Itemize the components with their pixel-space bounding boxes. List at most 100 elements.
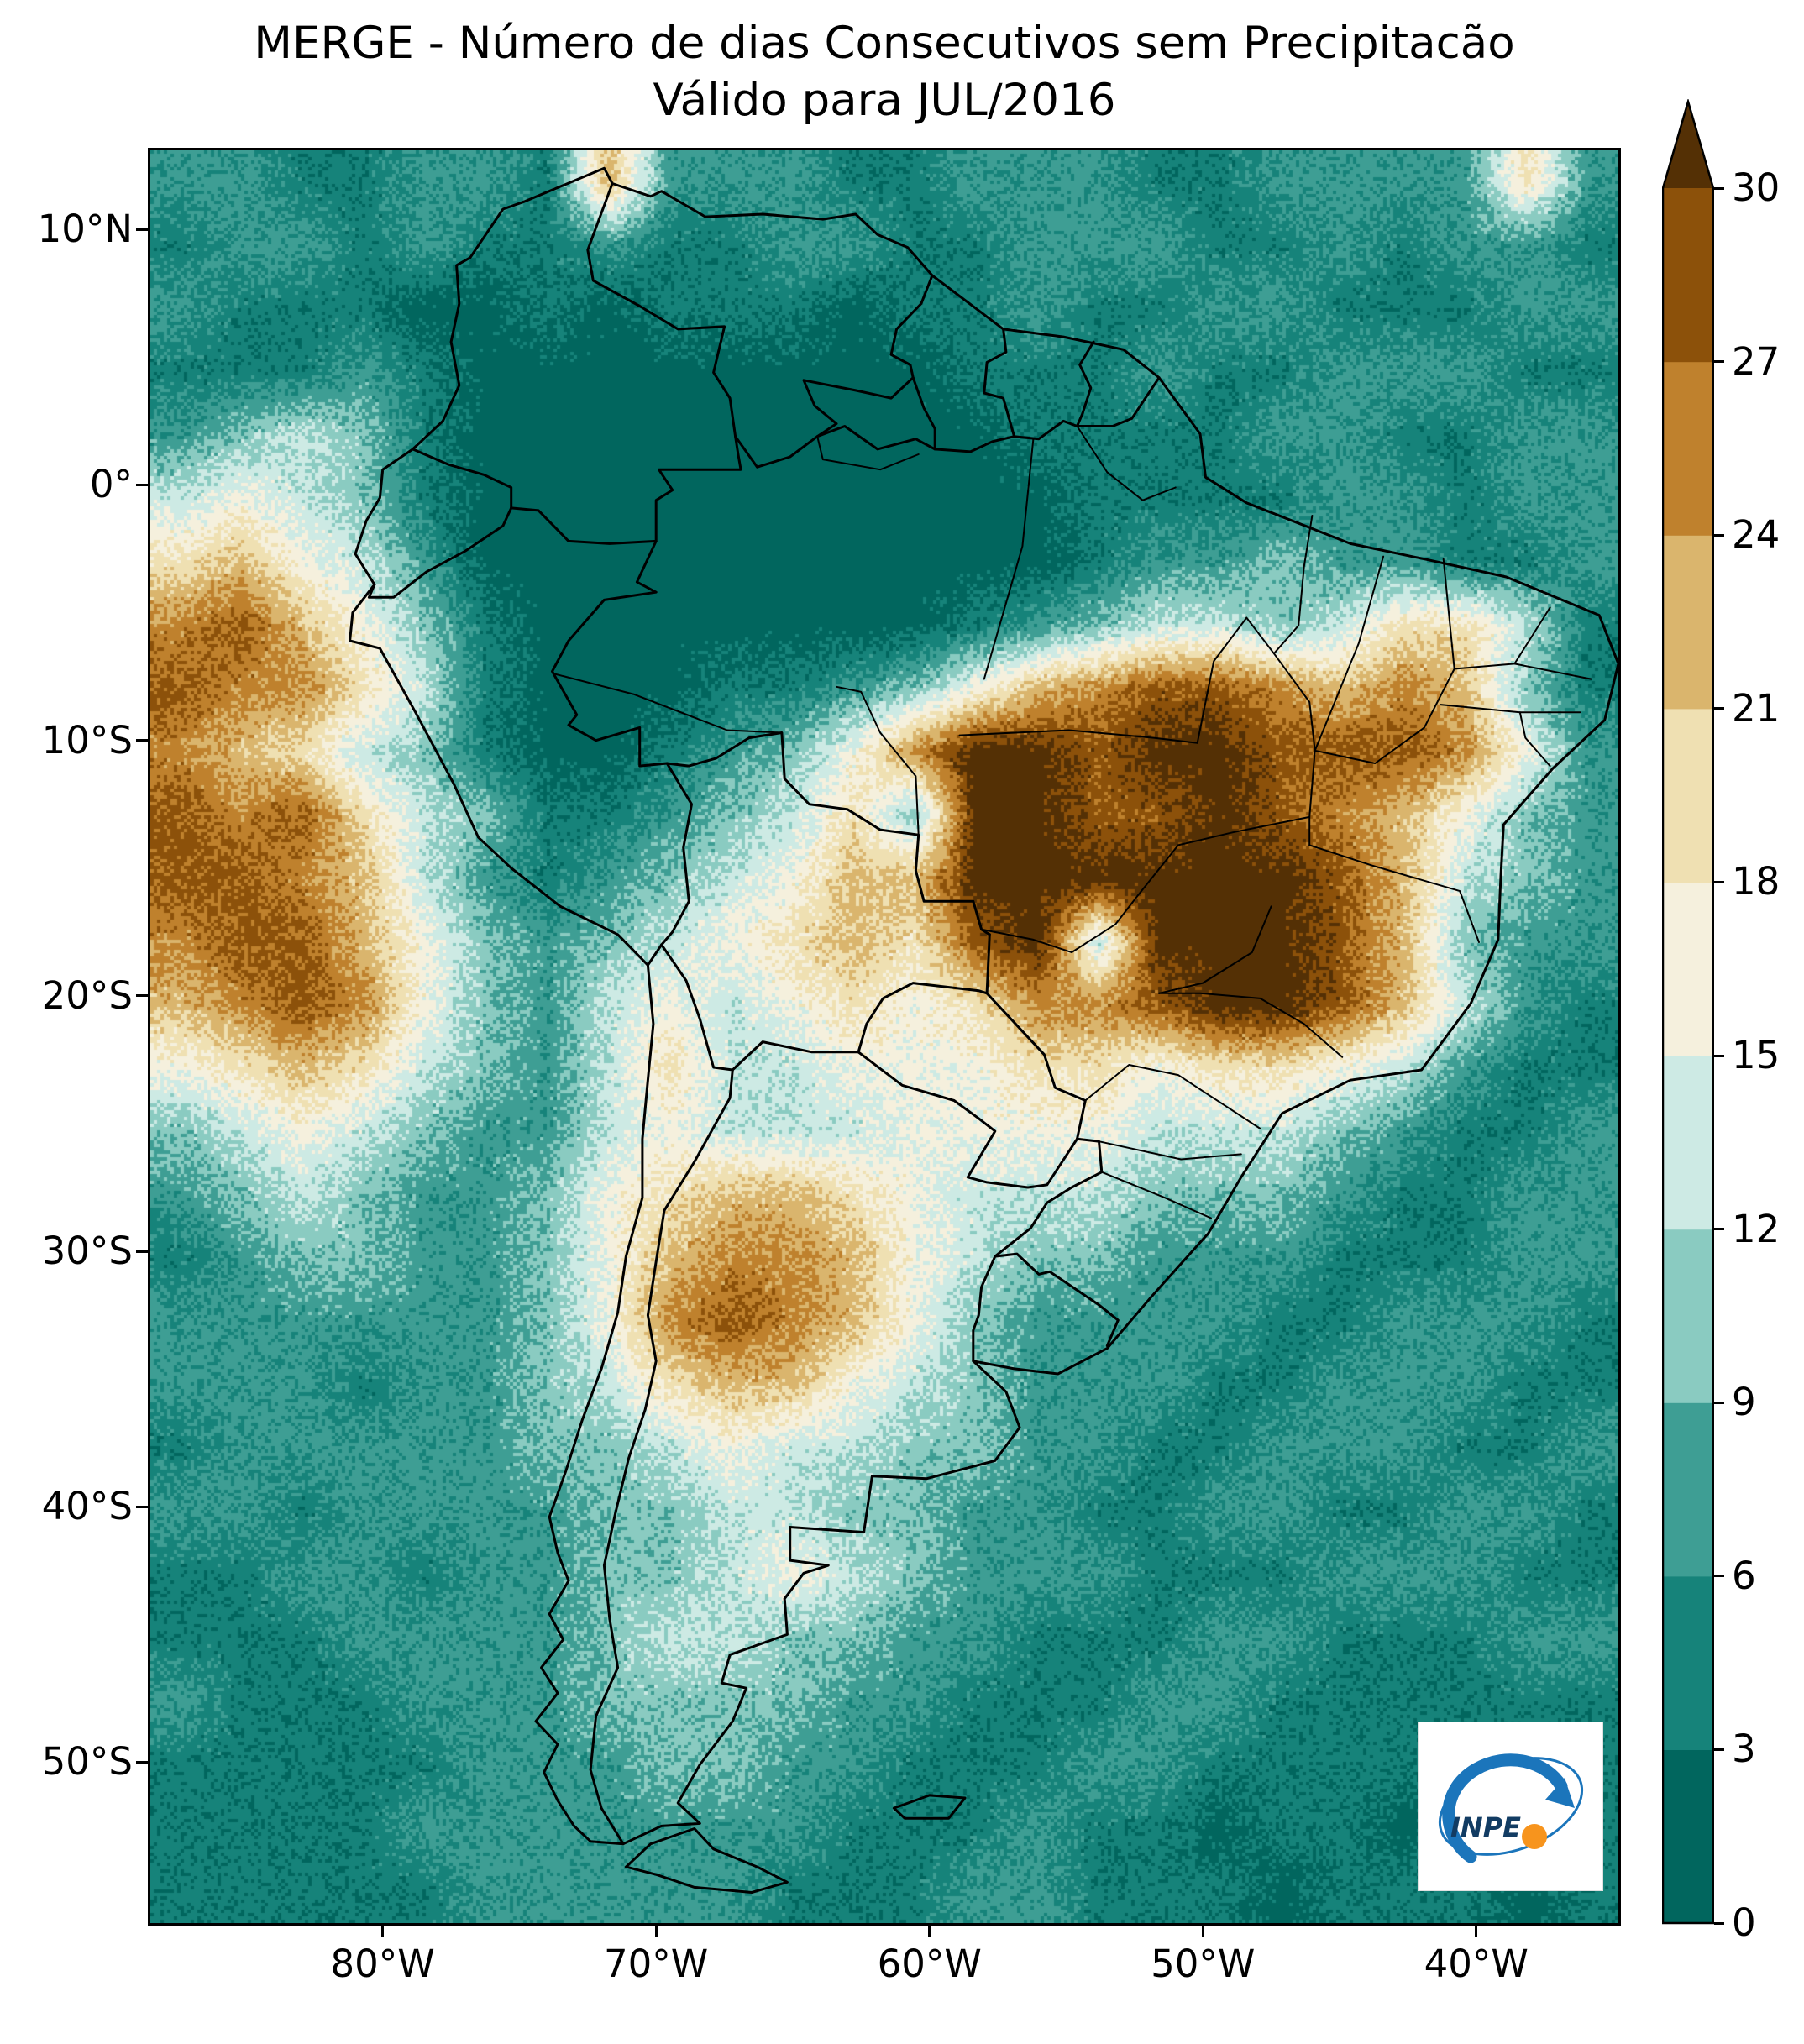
colorbar-tick-mark (1714, 880, 1724, 883)
colorbar-tick-label: 24 (1732, 512, 1780, 558)
state-border (1196, 616, 1248, 744)
state-border (1314, 555, 1385, 752)
lon-t-mark (1201, 1926, 1204, 1937)
colorbar-band (1663, 535, 1713, 710)
country-border (1076, 340, 1095, 427)
country-border (367, 506, 513, 599)
lon-tick-label: 70°W (604, 1942, 709, 1986)
figure-title: MERGE - Número de dias Consecutivos sem … (148, 15, 1621, 129)
colorbar-band (1663, 708, 1713, 883)
state-border (1314, 558, 1455, 764)
country-border (660, 762, 693, 946)
orange-sphere (1521, 1823, 1547, 1849)
state-border (1272, 515, 1314, 655)
lon-tick-label: 50°W (1151, 1942, 1256, 1986)
inpe-logo: INPE (1418, 1722, 1603, 1891)
country-border (889, 274, 934, 380)
country-border (589, 1068, 734, 1846)
colorbar-band (1663, 361, 1713, 536)
colorbar-tick-mark (1714, 1228, 1724, 1231)
lat-tick-mark (136, 1250, 148, 1253)
colorbar-band (1663, 1056, 1713, 1230)
state-border (836, 685, 920, 836)
state-border (553, 673, 783, 734)
lon-t-mark (1475, 1926, 1478, 1937)
colorbar-tick-mark (1714, 1575, 1724, 1578)
colorbar-tick-label: 12 (1732, 1206, 1780, 1251)
lat-tick-label: 30°S (41, 1229, 133, 1273)
colorbar-tick-label: 27 (1732, 338, 1780, 384)
colorbar-tick-label: 9 (1732, 1380, 1756, 1425)
state-border (1518, 711, 1551, 768)
lon-tick-label: 40°W (1424, 1942, 1529, 1986)
state-border (816, 435, 920, 471)
swoosh-arrow (1441, 1753, 1567, 1863)
colorbar-tick-mark (1714, 1054, 1724, 1057)
country-border (985, 992, 1087, 1140)
country-border (510, 435, 742, 545)
country-border (1076, 376, 1161, 427)
colorbar-outline (1662, 99, 1714, 1925)
country-border (994, 1252, 1120, 1348)
state-border (983, 438, 1035, 680)
colorbar-band (1663, 1575, 1713, 1750)
country-border (857, 933, 991, 1054)
colorbar-tick-label: 0 (1732, 1900, 1756, 1945)
country-border (731, 1040, 860, 1072)
country-border (994, 1137, 1104, 1258)
state-border (1100, 1171, 1212, 1219)
lat-tick-mark (136, 1760, 148, 1764)
inpe-logo-graphic: INPE (1438, 1753, 1583, 1863)
lat-tick-mark (136, 994, 148, 998)
lat-tick-label: 40°S (41, 1484, 133, 1529)
colorbar-tick-label: 6 (1732, 1553, 1756, 1598)
colorbar-tick-label: 3 (1732, 1727, 1756, 1772)
state-border (1158, 905, 1272, 994)
state-border (1308, 844, 1480, 943)
colorbar-tick-mark (1714, 533, 1724, 537)
lat-tick-mark (136, 1505, 148, 1508)
colorbar-tick-mark (1714, 186, 1724, 190)
colorbar-tick-mark (1714, 1748, 1724, 1751)
lat-tick-label: 50°S (41, 1739, 133, 1785)
state-border (1245, 616, 1316, 846)
country-border (972, 1255, 997, 1363)
colorbar-band (1663, 188, 1713, 363)
colorbar-tick-label: 18 (1732, 859, 1780, 904)
country-border (815, 419, 1078, 453)
state-border (958, 729, 1198, 744)
country-border (646, 943, 663, 967)
country-border (911, 376, 936, 451)
island-outline (892, 1794, 967, 1820)
lon-t-mark (928, 1926, 931, 1937)
country-border (660, 943, 734, 1072)
state-border (1453, 606, 1551, 670)
island-outline (624, 1827, 789, 1894)
colorbar-tick-label: 21 (1732, 685, 1780, 731)
state-border (1084, 1064, 1261, 1129)
lat-tick-label: 10°S (41, 717, 133, 763)
state-border (1114, 815, 1311, 925)
colorbar-band (1663, 1229, 1713, 1403)
inpe-logo-text: INPE (1450, 1811, 1521, 1843)
colorbar-tick-mark (1714, 707, 1724, 710)
colorbar-tick-mark (1714, 1921, 1724, 1925)
country-border (412, 448, 513, 510)
country-border (665, 731, 991, 936)
lat-tick-mark (136, 228, 148, 231)
state-border (980, 923, 1117, 954)
map-plot: INPE (148, 148, 1621, 1926)
state-border (1098, 1140, 1242, 1161)
lat-tick-label: 10°N (37, 207, 133, 252)
country-border (734, 376, 915, 469)
lon-t-mark (381, 1926, 385, 1937)
state-border (1440, 704, 1581, 714)
colorbar-band (1663, 1402, 1713, 1577)
coastline (349, 166, 1618, 1846)
lat-tick-mark (136, 483, 148, 486)
swoosh-arrowhead (1544, 1777, 1575, 1808)
colorbar-tick-label: 15 (1732, 1033, 1780, 1077)
lon-tick-label: 80°W (330, 1942, 435, 1986)
borders-overlay (349, 166, 1618, 1894)
country-border (586, 182, 737, 438)
